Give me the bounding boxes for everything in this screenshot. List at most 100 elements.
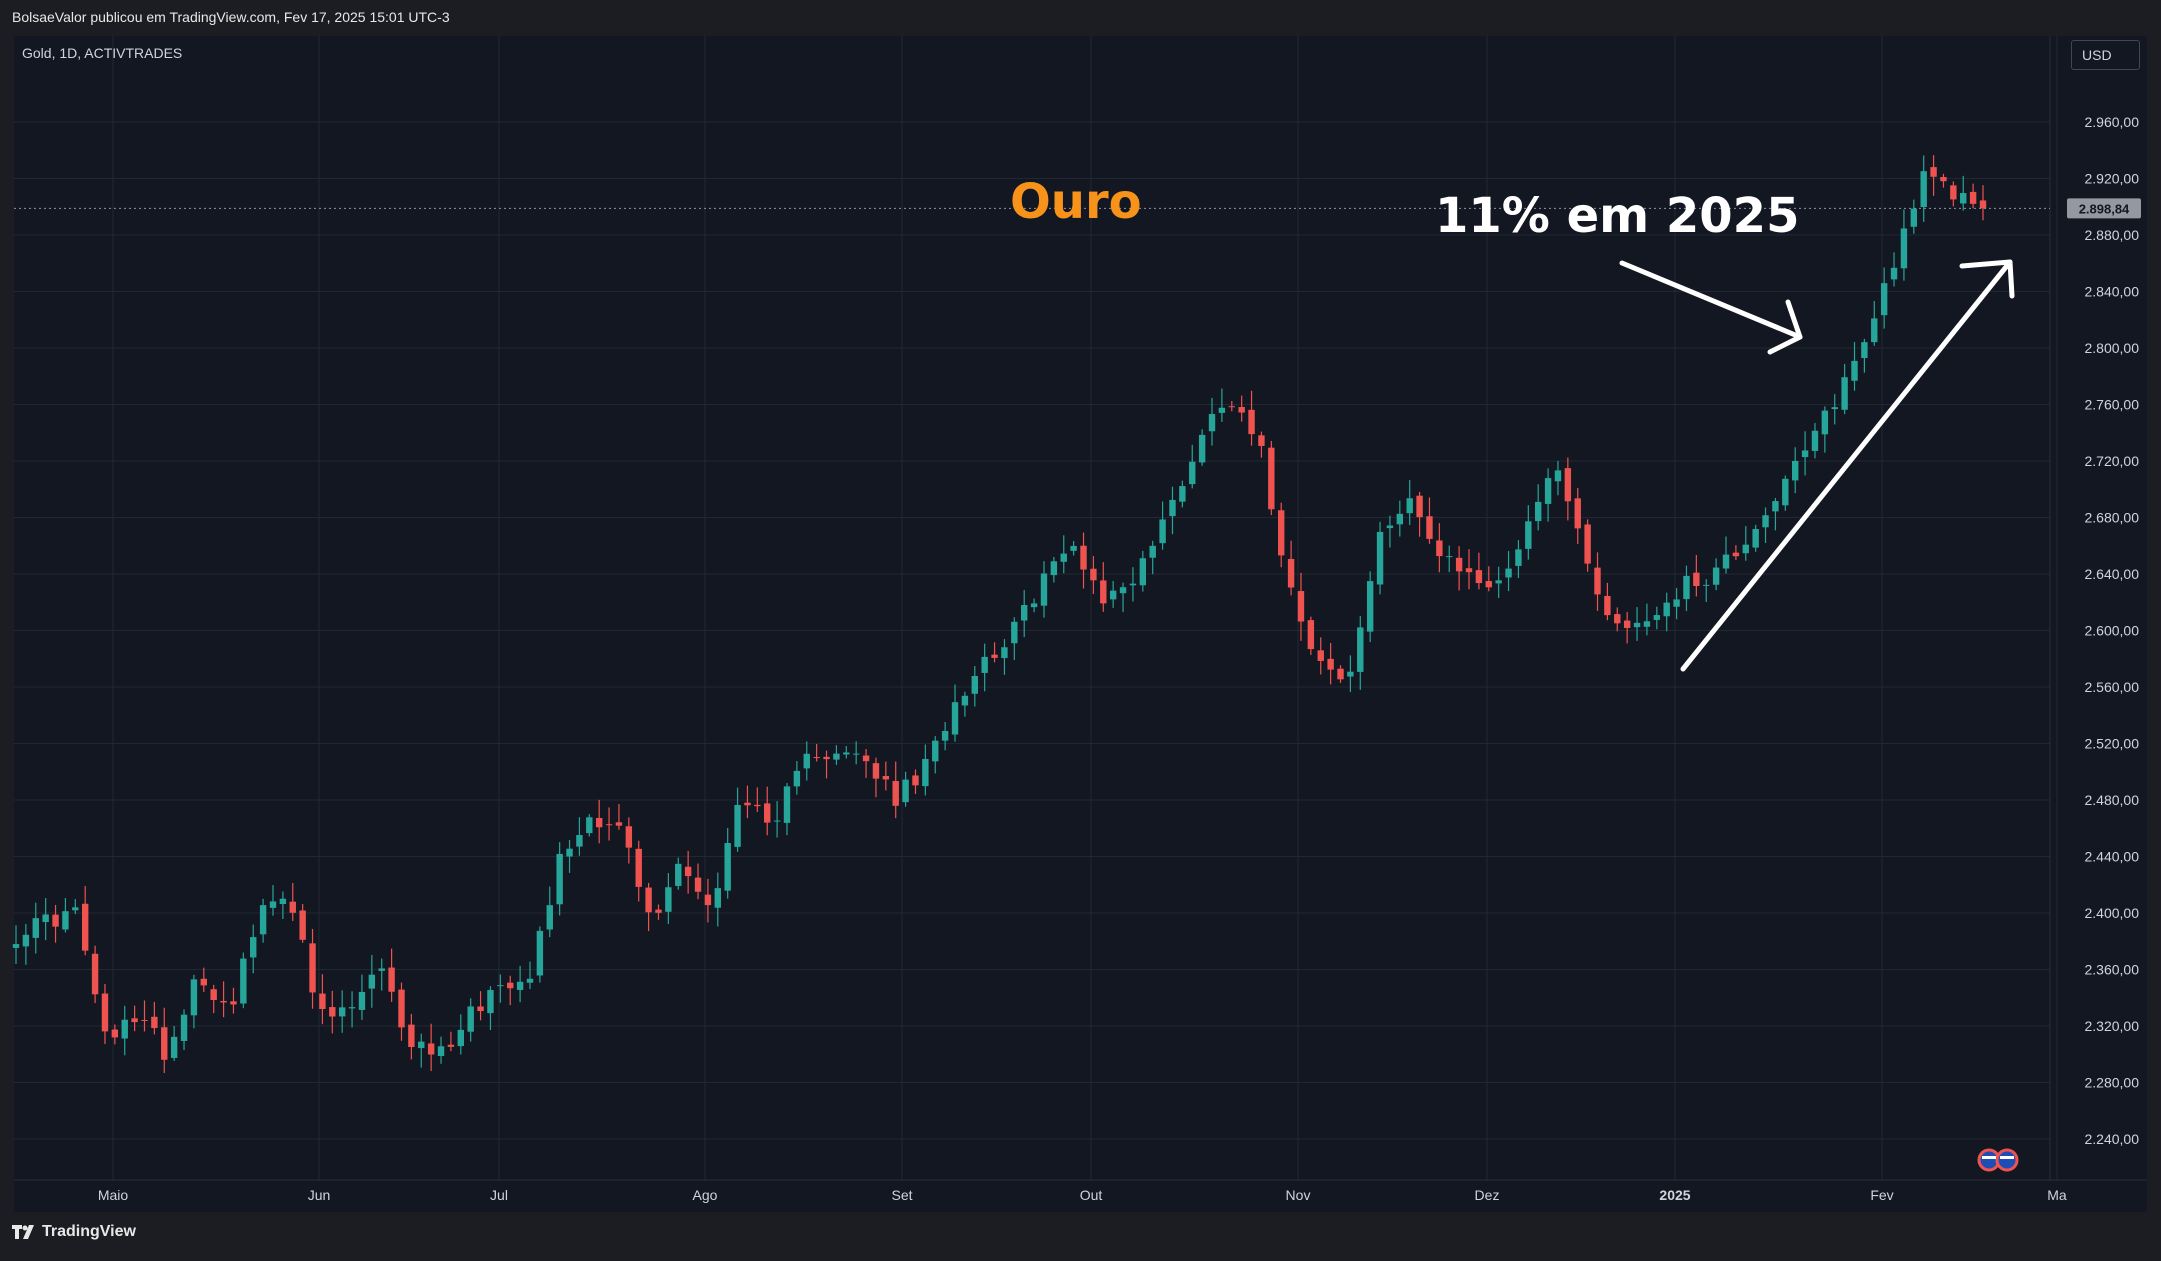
publish-info-text: BolsaeValor publicou em TradingView.com,… [12, 9, 450, 25]
candle-up [180, 1014, 188, 1041]
time-axis[interactable]: Maio Jun Jul Ago Set Out Nov Dez 2025 Fev Ma [98, 1187, 2067, 1203]
candle-down [912, 775, 919, 786]
candle-up [1821, 410, 1829, 435]
candle-up [902, 779, 909, 803]
candle-down [744, 802, 751, 806]
candle-up [556, 853, 563, 905]
candle-down [447, 1044, 455, 1047]
candle-up [338, 1007, 346, 1017]
candle-down [1100, 580, 1107, 604]
candle-up [250, 937, 257, 958]
candle-down [862, 755, 870, 762]
candle-down [1693, 572, 1700, 587]
candle-up [1139, 558, 1147, 586]
price-tick-label: 2.760,00 [2085, 397, 2140, 413]
candle-up [368, 974, 376, 989]
candle-up [1871, 318, 1878, 343]
grid-lines [14, 33, 2147, 1181]
candle-up [783, 786, 791, 823]
candle-down [1426, 516, 1433, 539]
candle-up [1653, 615, 1661, 620]
time-tick-label: Dez [1475, 1187, 1500, 1203]
candle-up [665, 887, 672, 912]
candle-down [151, 1016, 158, 1029]
price-tick-label: 2.800,00 [2085, 340, 2140, 356]
candle-down [882, 775, 890, 780]
candle-up [526, 978, 534, 983]
candle-up [1169, 499, 1176, 517]
candle-up [1376, 531, 1384, 585]
candle-up [714, 888, 721, 908]
candle-down [230, 1001, 237, 1005]
price-tick-label: 2.520,00 [2085, 736, 2140, 752]
time-tick-label: Nov [1286, 1187, 1311, 1203]
candle-down [1604, 595, 1611, 616]
candle-up [1179, 486, 1186, 502]
candle-down [615, 822, 623, 826]
price-tick-label: 2.280,00 [2085, 1075, 2140, 1091]
short-arrow-drawing[interactable] [1619, 260, 1803, 355]
us-flag-icon[interactable] [1995, 1148, 2019, 1172]
candle-down [507, 982, 514, 989]
candle-up [1673, 599, 1680, 607]
candle-down [764, 803, 771, 823]
candle-up [546, 905, 553, 930]
candle-up [487, 990, 494, 1014]
candle-up [1910, 208, 1918, 227]
price-tick-label: 2.320,00 [2085, 1018, 2140, 1034]
candle-up [576, 835, 583, 847]
candle-up [1683, 575, 1690, 600]
candle-down [200, 978, 208, 986]
candle-down [1455, 557, 1463, 572]
trend-arrow-drawing[interactable] [1680, 259, 2015, 672]
candle-up [1525, 521, 1532, 549]
candle-down [1337, 668, 1344, 680]
candle-up [922, 758, 929, 787]
candle-up [358, 991, 366, 1010]
price-tick-label: 2.640,00 [2085, 566, 2140, 582]
candle-down [398, 989, 405, 1028]
tradingview-logo[interactable]: TradingView [12, 1223, 136, 1241]
symbol-label[interactable]: Gold, 1D, ACTIVTRADES [22, 45, 182, 61]
event-flags[interactable] [1977, 1148, 2019, 1172]
candle-up [457, 1029, 464, 1047]
candle-down [1732, 552, 1740, 557]
price-tick-label: 2.840,00 [2085, 284, 2140, 300]
candle-up [467, 1006, 474, 1032]
candle-up [1189, 461, 1196, 485]
time-tick-label: Ma [2047, 1187, 2067, 1203]
candle-up [724, 843, 731, 891]
candle-up [1742, 544, 1749, 554]
price-axis[interactable]: 2.240,00 2.280,00 2.320,00 2.360,00 2.400,00… [2085, 114, 2140, 1147]
candle-down [872, 763, 880, 779]
tradingview-logo-icon [12, 1225, 34, 1239]
time-tick-label: Out [1080, 1187, 1103, 1203]
candle-up [32, 918, 39, 938]
candle-up [981, 656, 988, 673]
candle-up [1811, 430, 1819, 451]
candle-up [852, 753, 860, 755]
candle-up [1050, 561, 1058, 576]
time-tick-label: Fev [1870, 1187, 1893, 1203]
candle-down [823, 756, 830, 760]
candle-down [477, 1006, 484, 1012]
candle-down [1465, 568, 1473, 573]
candle-up [1554, 470, 1562, 482]
candle-down [1238, 407, 1245, 413]
candle-down [111, 1029, 119, 1038]
candle-up [951, 702, 959, 735]
candle-up [1060, 553, 1067, 562]
price-tick-label: 2.400,00 [2085, 905, 2140, 921]
currency-button[interactable]: USD [2071, 40, 2140, 70]
candle-up [1801, 450, 1809, 458]
candle-up [1040, 573, 1048, 606]
price-tick-label: 2.440,00 [2085, 849, 2140, 865]
candle-up [773, 820, 781, 822]
candle-up [1880, 283, 1888, 316]
gain-annotation: 11% em 2025 [1435, 188, 1799, 244]
price-tick-label: 2.960,00 [2085, 114, 2140, 130]
candle-up [12, 944, 20, 948]
candle-up [1495, 580, 1502, 584]
